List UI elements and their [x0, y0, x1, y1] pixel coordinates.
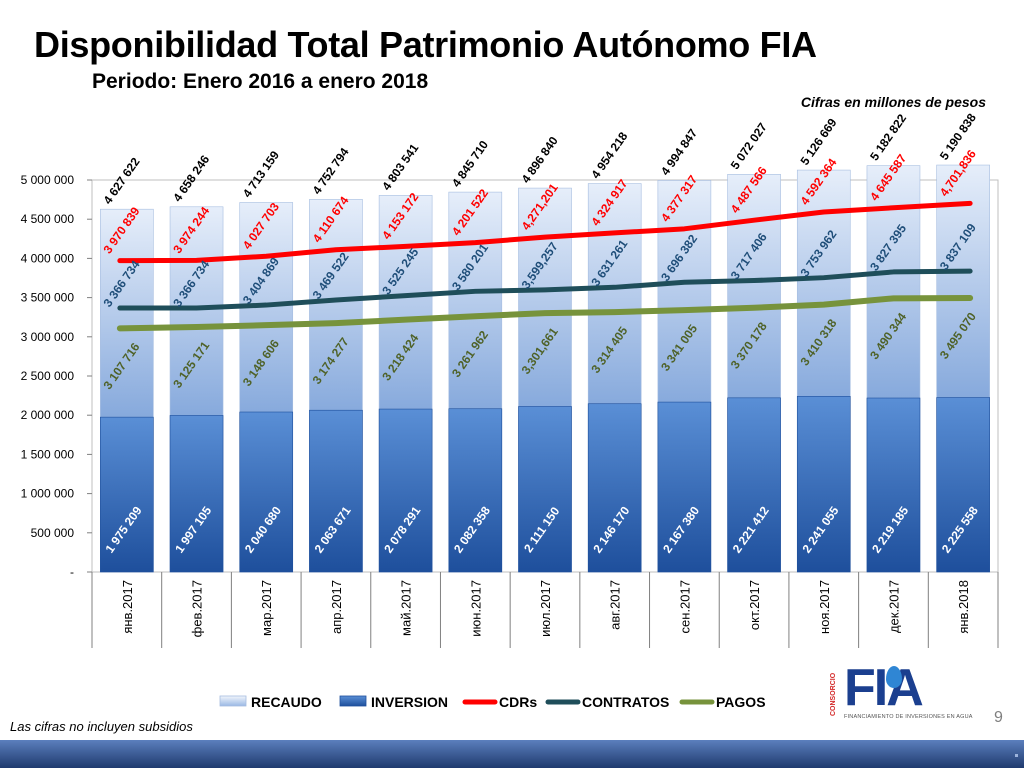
data-label-recaudo: 4 845 710: [449, 138, 491, 190]
x-tick-label: фев.2017: [190, 580, 205, 637]
y-tick-label: 5 000 000: [21, 173, 75, 187]
data-label-recaudo: 4 954 218: [588, 129, 630, 181]
fia-logo: CONSORCIO FIA FINANCIAMIENTO DE INVERSIO…: [830, 659, 976, 724]
y-tick-label: 3 000 000: [21, 330, 75, 344]
legend-label: PAGOS: [716, 694, 766, 710]
bar-inversion: [448, 408, 503, 573]
y-tick-label: 4 000 000: [21, 251, 75, 265]
page-number: 9: [994, 709, 1003, 726]
data-label-recaudo: 4 803 541: [379, 141, 421, 193]
y-tick-label: 3 500 000: [21, 291, 75, 305]
legend-label: RECAUDO: [251, 694, 322, 710]
data-label-recaudo: 4 658 246: [170, 152, 212, 204]
data-label-recaudo: 4 752 794: [310, 145, 352, 197]
y-tick-label: 1 500 000: [21, 447, 75, 461]
logo-wordmark: FIA: [844, 659, 924, 717]
footer-bar: [0, 740, 1024, 768]
x-tick-label: апр.2017: [329, 580, 344, 634]
x-tick-label: окт.2017: [747, 580, 762, 630]
legend-label: INVERSION: [371, 694, 448, 710]
y-tick-label: 4 500 000: [21, 212, 75, 226]
bar-inversion: [169, 415, 224, 573]
slide-title: Disponibilidad Total Patrimonio Autónomo…: [34, 24, 817, 65]
line-cdrs: [117, 200, 973, 264]
bar-inversion: [378, 408, 433, 573]
bar-inversion: [100, 416, 154, 573]
footer-dot: [1015, 754, 1018, 757]
bar-inversion: [796, 396, 851, 573]
footnote: Las cifras no incluyen subsidios: [10, 719, 193, 734]
slide-subtitle: Periodo: Enero 2016 a enero 2018: [92, 70, 429, 93]
x-tick-label: май.2017: [399, 580, 414, 636]
data-label-recaudo: 4 713 159: [240, 148, 282, 200]
x-tick-label: дек.2017: [886, 580, 901, 633]
bar-inversion: [866, 397, 921, 573]
y-tick-label: 500 000: [31, 526, 75, 540]
logo-caption: FINANCIAMIENTO DE INVERSIONES EN AGUA: [844, 714, 973, 720]
x-tick-label: янв.2017: [120, 580, 135, 634]
legend-label: CDRs: [499, 694, 537, 710]
bar-inversion: [936, 397, 990, 573]
x-tick-label: сен.2017: [677, 580, 692, 633]
data-label-recaudo: 4 627 622: [101, 155, 143, 207]
bar-inversion: [518, 406, 572, 573]
x-tick-label: янв.2018: [956, 580, 971, 634]
x-tick-label: ноя.2017: [817, 580, 832, 634]
line-pagos: [116, 294, 974, 332]
y-tick-label: -: [70, 565, 74, 579]
data-label-recaudo: 4 896 840: [519, 134, 561, 186]
x-tick-label: июл.2017: [538, 580, 553, 637]
data-label-recaudo: 4 994 847: [658, 126, 700, 178]
x-tick-label: мар.2017: [259, 580, 274, 636]
legend-swatch: [219, 695, 247, 707]
legend-swatch: [339, 695, 367, 707]
bar-inversion: [239, 411, 294, 573]
water-drop-icon: [886, 666, 902, 688]
logo-side-text: CONSORCIO: [830, 672, 837, 716]
chart: - 500 000 1 000 000 1 500 000 2 000 000 2 500…: [21, 111, 999, 710]
bar-inversion: [657, 401, 712, 573]
x-tick-label: авг.2017: [608, 580, 623, 630]
bar-inversion: [309, 409, 363, 573]
y-tick-label: 1 000 000: [21, 487, 75, 501]
legend-label: CONTRATOS: [582, 694, 669, 710]
data-label-recaudo: 5 072 027: [728, 120, 770, 172]
y-tick-label: 2 000 000: [21, 408, 75, 422]
y-tick-label: 2 500 000: [21, 369, 75, 383]
line-contratos: [117, 268, 973, 311]
bar-inversion: [587, 403, 642, 573]
units-note: Cifras en millones de pesos: [800, 94, 986, 110]
x-tick-label: июн.2017: [468, 580, 483, 637]
bar-inversion: [727, 397, 781, 573]
